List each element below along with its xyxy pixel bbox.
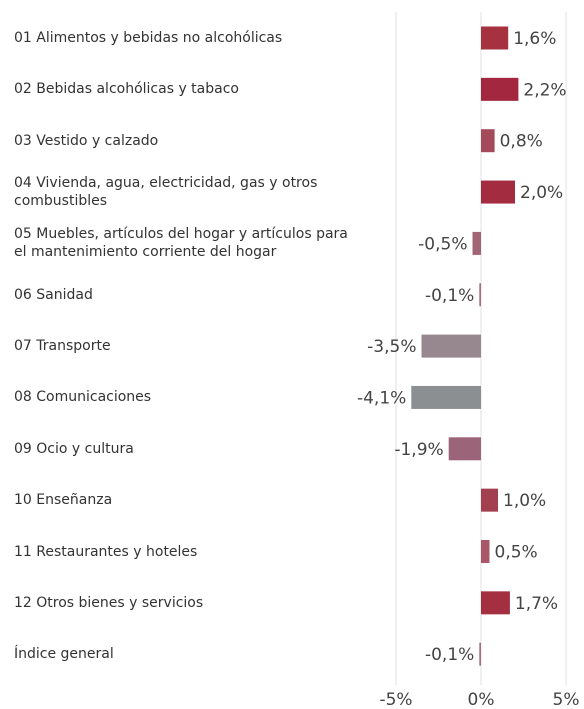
category-label: 07 Transporte [14,338,111,355]
category-label: 06 Sanidad [14,286,93,303]
bar [411,385,481,409]
bar [479,642,481,666]
category-label: 10 Enseñanza [14,492,113,509]
value-label: 2,2% [523,80,566,100]
value-label: -3,5% [367,337,416,357]
value-label: 1,7% [515,594,558,614]
bar [481,26,509,50]
category-label: 03 Vestido y calzado [14,132,159,149]
value-label: 1,0% [503,491,546,511]
bar [481,488,498,512]
bar [481,77,519,101]
category-label: 11 Restaurantes y hoteles [14,543,198,560]
category-label: 08 Comunicaciones [14,389,152,406]
bar [481,180,515,204]
value-label: -0,5% [418,234,467,254]
value-label: -0,1% [425,286,474,306]
value-label: 2,0% [520,183,563,203]
category-label: 09 Ocio y cultura [14,440,134,457]
value-label: -0,1% [425,645,474,665]
bar [481,129,495,153]
value-label: 0,8% [500,132,543,152]
x-tick-label: 0% [468,690,495,709]
value-label: 1,6% [513,29,556,49]
category-label: 01 Alimentos y bebidas no alcohólicas [14,30,283,46]
category-label: 02 Bebidas alcohólicas y tabaco [14,81,239,98]
bar [472,231,481,255]
category-label: 05 Muebles, artículos del hogar y artícu… [14,226,348,261]
value-label: -4,1% [357,388,406,408]
bar [448,437,481,461]
bar [421,334,481,358]
bar [479,283,481,307]
value-label: 0,5% [495,543,538,563]
value-label: -1,9% [394,440,443,460]
category-label: Índice general [14,646,114,663]
category-label: 12 Otros bienes y servicios [14,594,204,611]
x-tick-label: -5% [379,690,412,709]
bar [481,540,490,563]
category-label: 04 Vivienda, agua, electricidad, gas y o… [14,175,318,210]
bar [481,591,510,615]
x-tick-label: 5% [553,690,580,709]
